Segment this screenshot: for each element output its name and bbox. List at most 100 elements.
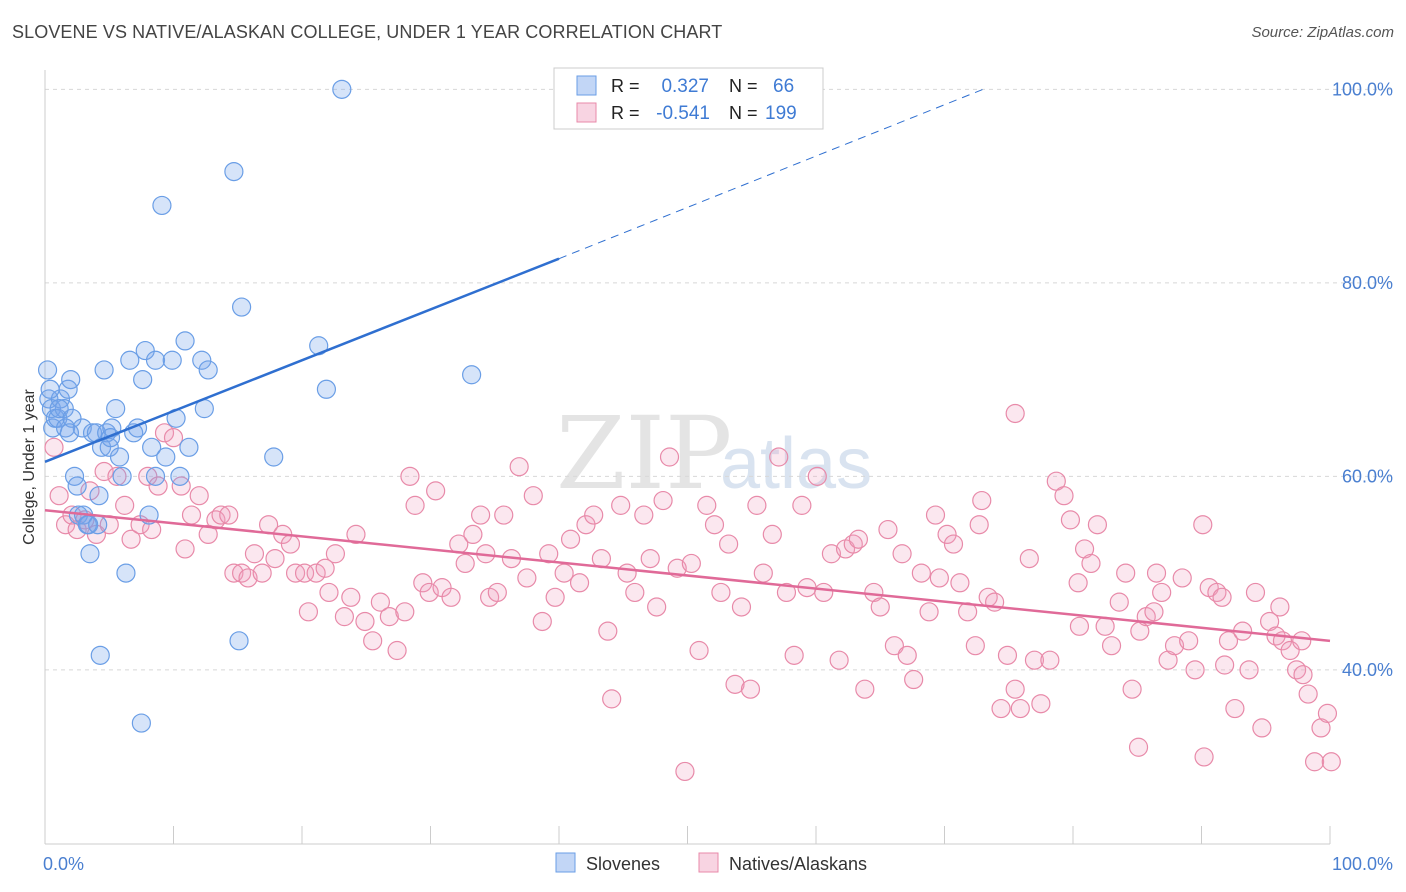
natives-point [625,582,645,603]
slovenes-point [72,418,92,438]
legend-n-value-1: 66 [773,76,794,97]
slovenes-point [116,563,136,583]
natives-point [1152,582,1172,603]
natives-point [1304,752,1325,772]
natives-point [1225,698,1245,719]
natives-point [517,568,537,588]
natives-point [904,669,924,690]
natives-point [355,611,375,632]
source-credit: Source: ZipAtlas.com [1251,24,1394,41]
slovenes-point [133,370,153,390]
slovenes-point [170,466,190,486]
gridlines: 40.0% 60.0% 80.0% 100.0% [45,79,1393,680]
legend-r-value-1: 0.327 [661,76,709,97]
natives-point [1321,752,1341,772]
slovenes-point [192,350,212,370]
natives-point [762,524,782,545]
natives-point [1293,665,1313,685]
natives-point [870,597,890,617]
natives-point [163,428,184,448]
natives-point [675,761,695,782]
natives-point [1218,631,1239,651]
slovenes-point [61,370,81,390]
natives-point [545,587,565,607]
natives-trend-line [44,508,1331,643]
bottom-legend-slovenes: Slovenes [586,854,660,874]
natives-point [400,466,420,486]
slovenes-point [112,466,132,486]
natives-point [94,461,114,482]
natives-point [80,481,100,501]
slovenes-point [48,408,68,428]
slovenes-point [142,437,162,457]
natives-point [1245,582,1266,603]
natives-point [878,519,898,540]
natives-point [584,505,604,525]
natives-point [346,524,366,545]
watermark-zip: ZIP [556,395,732,512]
natives-point [602,689,622,709]
slovenes-point [40,379,60,399]
natives-point [1146,563,1167,583]
natives-point [884,636,904,656]
natives-point [1292,631,1312,651]
natives-point [487,582,507,603]
natives-point [238,568,258,588]
natives-point [523,486,543,506]
natives-point [855,679,875,699]
natives-point [1031,694,1051,714]
natives-point [1081,553,1101,574]
natives-point [426,481,446,501]
chart-title: SLOVENE VS NATIVE/ALASKAN COLLEGE, UNDER… [12,22,723,42]
natives-point [697,495,717,515]
natives-point [107,466,127,486]
natives-point [1270,597,1290,617]
natives-point [1069,616,1090,636]
natives-point [1109,592,1129,612]
natives-point [138,466,158,486]
x-tick-label-max: 100.0% [1332,854,1393,874]
natives-point [1024,650,1045,670]
natives-point [171,476,191,496]
natives-point [211,505,231,525]
natives-point [937,524,957,545]
natives-point [919,602,939,622]
slovenes-point [80,544,100,564]
natives-point [441,587,461,607]
natives-point [121,529,141,549]
natives-point [647,597,667,617]
natives-point [598,621,618,641]
legend-r-label-2: R = [611,103,640,123]
natives-point [1101,636,1122,656]
slovenes-point [67,476,87,496]
natives-point [1087,515,1108,535]
natives-point [405,495,425,515]
trend-lines [44,88,1331,643]
natives-point [471,505,491,525]
natives-point [419,582,439,603]
natives-point [1054,486,1074,506]
natives-point [55,515,76,535]
natives-point [189,486,209,506]
natives-point [1194,747,1214,767]
natives-point [1060,510,1081,530]
natives-point [1172,568,1192,588]
slovenes-trend-line [44,257,560,463]
slovenes-point [175,331,195,351]
slovenes-point [229,631,249,651]
legend-n-label-2: N = [729,103,758,123]
natives-point [49,486,69,506]
natives-point [294,563,315,583]
natives-point [298,602,319,622]
slovenes-point [232,297,252,317]
natives-point [1122,679,1142,699]
natives-point [1215,655,1235,675]
natives-point [379,607,399,627]
natives-point [640,548,660,569]
natives-point [1010,698,1030,719]
natives-point [1212,587,1232,607]
slovenes-point [224,161,244,182]
slovenes-point [332,79,352,99]
natives-point [463,524,483,545]
